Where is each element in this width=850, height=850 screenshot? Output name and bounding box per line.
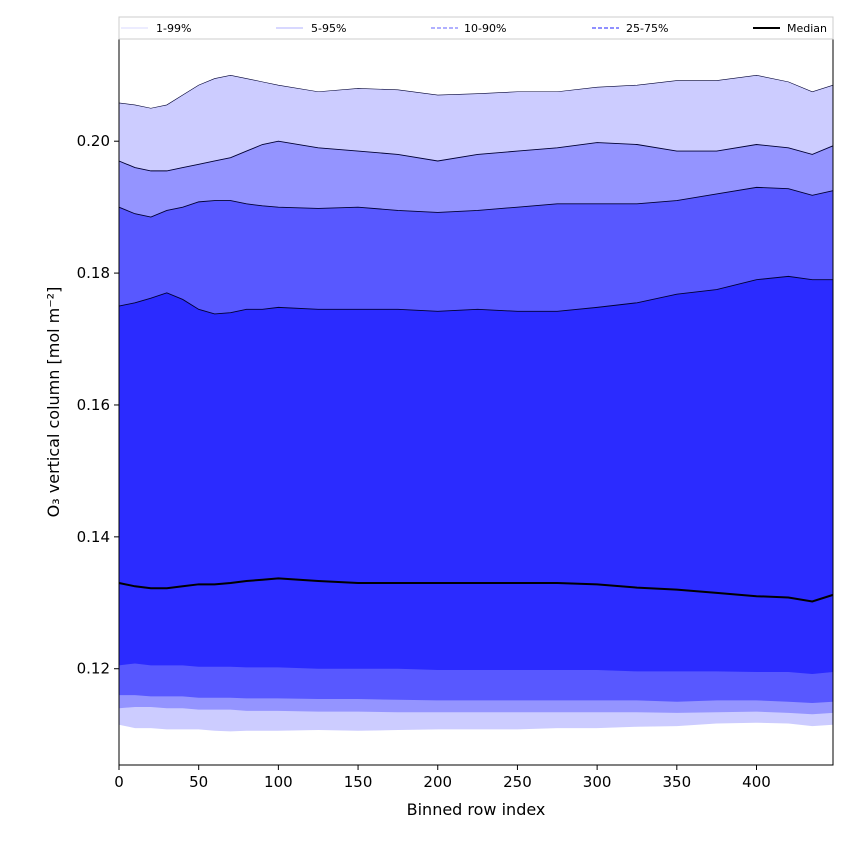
- x-tick-label: 400: [742, 773, 771, 791]
- y-tick-label: 0.14: [77, 528, 110, 546]
- x-tick-label: 0: [114, 773, 124, 791]
- y-tick-label: 0.18: [77, 264, 110, 282]
- upper-edge-line-2: [118, 186, 834, 218]
- upper-edge-line-0: [118, 74, 834, 109]
- legend-label: 5-95%: [311, 22, 346, 35]
- upper-edge-line-3: [118, 275, 833, 315]
- legend: 1-99% 5-95% 10-90% 25-75% Median: [118, 16, 834, 40]
- percentile-edge-lines: [118, 74, 834, 315]
- median-line-group: [118, 577, 834, 603]
- x-tick-label: 50: [189, 773, 208, 791]
- legend-label: Median: [787, 22, 827, 35]
- legend-label: 10-90%: [464, 22, 506, 35]
- y-tick-label: 0.16: [77, 396, 110, 414]
- x-tick-label: 100: [264, 773, 293, 791]
- legend-box: [118, 16, 834, 40]
- y-tick-label: 0.12: [77, 660, 110, 678]
- x-tick-label: 250: [503, 773, 532, 791]
- x-axis-ticks: 0 50 100 150 200 250 300 350 400: [114, 765, 771, 791]
- upper-edge-line-1: [118, 140, 834, 172]
- x-tick-label: 350: [662, 773, 691, 791]
- y-axis-ticks: 0.12 0.14 0.16 0.18 0.20: [77, 132, 119, 678]
- x-tick-label: 150: [344, 773, 373, 791]
- legend-label: 25-75%: [626, 22, 668, 35]
- y-axis-label: O₃ vertical column [mol m⁻²]: [44, 287, 63, 518]
- legend-label: 1-99%: [156, 22, 191, 35]
- x-axis-label: Binned row index: [407, 800, 546, 819]
- y-tick-label: 0.20: [77, 132, 110, 150]
- percentile-bands: [119, 75, 833, 732]
- band-25-75: [119, 276, 833, 674]
- median-line: [118, 577, 834, 603]
- x-tick-label: 300: [583, 773, 612, 791]
- x-tick-label: 200: [423, 773, 452, 791]
